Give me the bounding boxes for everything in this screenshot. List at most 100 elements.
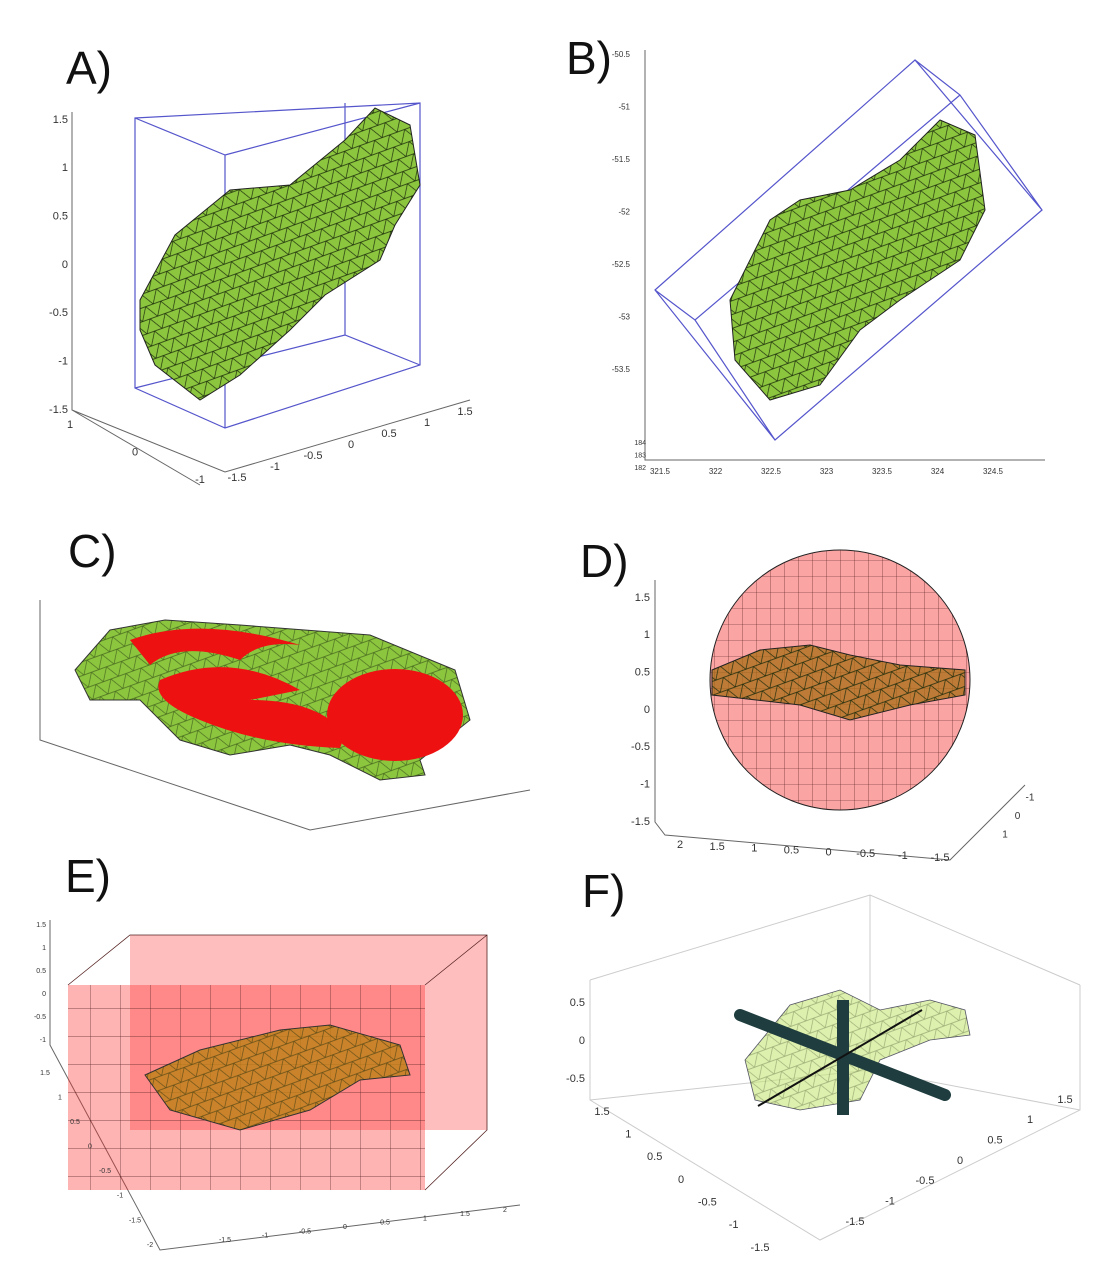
tick-label: -1.5 bbox=[49, 404, 68, 416]
tick-label: -0.5 bbox=[49, 307, 68, 319]
tick-label: -1 bbox=[1026, 793, 1035, 804]
panel-c bbox=[40, 600, 530, 830]
tick-label: -1 bbox=[58, 356, 68, 368]
tick-label: -1 bbox=[729, 1219, 739, 1231]
tick-label: 0 bbox=[644, 704, 650, 716]
tick-label: 0 bbox=[132, 446, 138, 458]
panel-label: B) bbox=[566, 32, 612, 84]
panel-label: D) bbox=[580, 535, 629, 587]
tick-label: 0.5 bbox=[36, 968, 46, 975]
tick-label: -1.5 bbox=[219, 1237, 231, 1244]
tick-label: 0 bbox=[343, 1224, 347, 1231]
tick-label: -2 bbox=[147, 1242, 153, 1249]
tick-label: 0.5 bbox=[647, 1151, 662, 1163]
tick-label: 322 bbox=[709, 467, 723, 476]
tick-label: 324.5 bbox=[983, 467, 1004, 476]
tick-label: 0.5 bbox=[53, 211, 68, 223]
panel-b bbox=[645, 50, 1045, 460]
panel-label: F) bbox=[582, 865, 625, 917]
tick-label: -51 bbox=[618, 103, 630, 112]
tick-label: 1.5 bbox=[457, 406, 472, 418]
tick-label: -1 bbox=[117, 1193, 123, 1200]
tick-label: 0.5 bbox=[784, 844, 799, 856]
tick-label: 1 bbox=[62, 162, 68, 174]
tick-label: 0 bbox=[957, 1155, 963, 1167]
tick-label: 182 bbox=[634, 465, 646, 472]
tick-label: 1 bbox=[1002, 830, 1008, 841]
panel-e bbox=[50, 920, 520, 1250]
tick-label: -50.5 bbox=[612, 50, 631, 59]
tick-label: -53 bbox=[618, 313, 630, 322]
red-region bbox=[327, 669, 463, 761]
tick-label: 0 bbox=[1015, 811, 1021, 822]
figure: A) B) C) D) E) F) 1.510.50-0.5-1-1.510-1… bbox=[0, 0, 1097, 1268]
tick-label: 184 bbox=[634, 440, 646, 447]
tick-label: 1 bbox=[751, 843, 757, 855]
tick-label: 2 bbox=[503, 1207, 507, 1214]
tick-label: 1.5 bbox=[40, 1070, 50, 1077]
panel-f bbox=[590, 895, 1080, 1240]
tick-label: -0.5 bbox=[631, 741, 650, 753]
tick-label: -1.5 bbox=[846, 1216, 865, 1228]
tick-label: 322.5 bbox=[761, 467, 782, 476]
tick-label: -0.5 bbox=[299, 1228, 311, 1235]
tick-label: 0 bbox=[62, 259, 68, 271]
tick-label: 1 bbox=[42, 945, 46, 952]
tick-label: 1.5 bbox=[53, 114, 68, 126]
tick-label: -1 bbox=[262, 1233, 268, 1240]
tick-label: -0.5 bbox=[99, 1168, 111, 1175]
tick-label: -0.5 bbox=[34, 1014, 46, 1021]
tick-label: 0.5 bbox=[70, 1119, 80, 1126]
tick-label: -1 bbox=[270, 461, 280, 473]
tick-label: -1 bbox=[195, 474, 205, 486]
tick-label: -1 bbox=[885, 1196, 895, 1208]
tick-label: 0.5 bbox=[987, 1135, 1002, 1147]
tick-label: 321.5 bbox=[650, 467, 671, 476]
panel-label: C) bbox=[68, 525, 117, 577]
tick-label: 0 bbox=[42, 991, 46, 998]
tick-label: -1.5 bbox=[751, 1242, 770, 1254]
tick-label: 1.5 bbox=[460, 1211, 470, 1218]
tick-label: -52.5 bbox=[612, 260, 631, 269]
tick-label: 0.5 bbox=[381, 428, 396, 440]
tick-label: -1.5 bbox=[129, 1217, 141, 1224]
tick-label: -1 bbox=[898, 850, 908, 862]
tick-label: 0.5 bbox=[635, 667, 650, 679]
tick-label: 323 bbox=[820, 467, 834, 476]
panel-a bbox=[72, 103, 470, 485]
tick-label: -1.5 bbox=[228, 472, 247, 484]
tick-label: 0.5 bbox=[570, 997, 585, 1009]
tick-label: -0.5 bbox=[916, 1175, 935, 1187]
mesh-lines bbox=[140, 108, 420, 400]
panel-label: A) bbox=[66, 42, 112, 94]
tick-label: 1 bbox=[424, 417, 430, 429]
tick-label: 1 bbox=[1027, 1114, 1033, 1126]
tick-label: 183 bbox=[634, 452, 646, 459]
mesh-lines bbox=[730, 120, 985, 400]
tick-label: 1.5 bbox=[709, 841, 724, 853]
tick-label: -1.5 bbox=[631, 816, 650, 828]
tick-label: -0.5 bbox=[566, 1073, 585, 1085]
tick-label: -1 bbox=[40, 1037, 46, 1044]
tick-label: -53.5 bbox=[612, 365, 631, 374]
tick-label: -0.5 bbox=[698, 1197, 717, 1209]
tick-label: -51.5 bbox=[612, 155, 631, 164]
tick-label: -0.5 bbox=[856, 848, 875, 860]
tick-label: 1 bbox=[625, 1129, 631, 1141]
tick-label: 0.5 bbox=[380, 1220, 390, 1227]
tick-label: 1.5 bbox=[36, 922, 46, 929]
panel-d bbox=[655, 550, 1025, 860]
tick-label: 1 bbox=[67, 419, 73, 431]
tick-label: 0 bbox=[348, 439, 354, 451]
tick-label: -1 bbox=[640, 779, 650, 791]
tick-label: 1 bbox=[644, 629, 650, 641]
tick-label: -52 bbox=[618, 208, 630, 217]
tick-label: 0 bbox=[678, 1174, 684, 1186]
tick-label: 0 bbox=[88, 1144, 92, 1151]
tick-label: 0 bbox=[579, 1035, 585, 1047]
tick-label: 1 bbox=[58, 1094, 62, 1101]
tick-label: 1.5 bbox=[1057, 1094, 1072, 1106]
tick-label: 2 bbox=[677, 839, 683, 851]
tick-label: 1.5 bbox=[635, 592, 650, 604]
tick-label: 1 bbox=[423, 1215, 427, 1222]
